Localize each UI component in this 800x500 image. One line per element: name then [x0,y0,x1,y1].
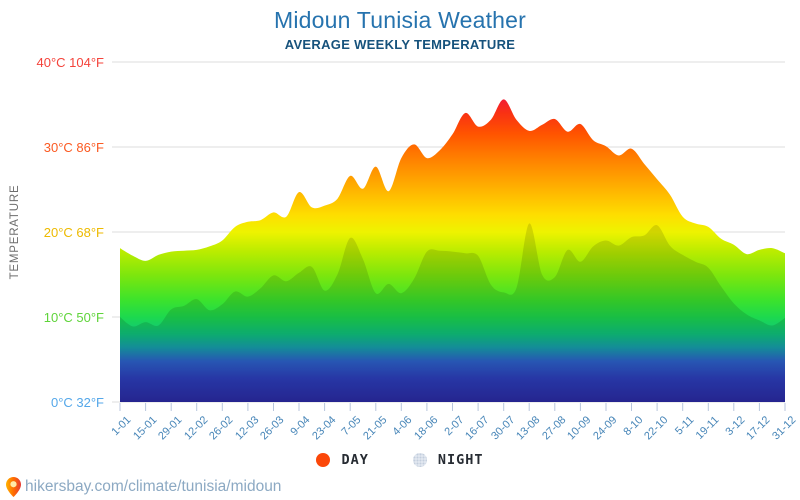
chart-legend: DAY NIGHT [0,452,800,468]
footer-url[interactable]: hikersbay.com/climate/tunisia/midoun [25,478,282,495]
legend-night-label: NIGHT [437,452,484,468]
y-tick-label: 0°C 32°F [50,395,104,410]
footer: hikersbay.com/climate/tunisia/midoun [6,477,281,497]
night-swatch-icon [412,453,427,467]
legend-item-day[interactable]: DAY [316,452,368,468]
y-tick-label: 40°C 104°F [36,55,105,70]
y-tick-label: 10°C 50°F [43,310,104,325]
page-title: Midoun Tunisia Weather [274,7,526,33]
x-axis-ticks [119,403,786,411]
y-tick-label: 30°C 86°F [43,140,104,155]
legend-day-label: DAY [341,452,369,468]
location-pin-icon [6,477,21,497]
day-area [120,99,785,403]
day-swatch-icon [316,453,331,467]
night-area [120,223,785,402]
y-tick-label: 20°C 68°F [43,225,104,240]
legend-item-night[interactable]: NIGHT [412,452,484,468]
chart-subtitle: AVERAGE WEEKLY TEMPERATURE [284,37,516,52]
